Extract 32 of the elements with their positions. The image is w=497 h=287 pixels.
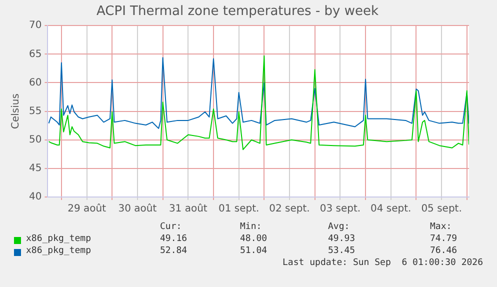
text: 76.46 <box>430 246 458 256</box>
y-tick-label: 50 <box>28 134 42 146</box>
x-tick-label: 02 sept. <box>269 204 310 215</box>
x-tick-label: 30 août <box>118 204 157 215</box>
text: Cur: <box>160 222 182 232</box>
text: Max: <box>430 222 452 232</box>
x-tick-label: 31 août <box>168 204 208 215</box>
x-tick-label: 01 sept. <box>218 204 260 215</box>
x-tick-label: 29 août <box>68 204 106 215</box>
y-tick-label: 70 <box>28 20 42 32</box>
text: 51.04 <box>240 246 268 256</box>
text: 52.84 <box>160 246 188 256</box>
y-tick-label: 55 <box>28 106 42 117</box>
text: 48.00 <box>240 234 268 244</box>
x-tick-label: 03 sept. <box>320 204 361 215</box>
y-tick-label: 60 <box>28 77 42 88</box>
legend-label: x86_pkg_temp <box>26 246 92 256</box>
text: Avg: <box>328 222 350 232</box>
y-tick-label: 40 <box>28 192 42 203</box>
x-tick-label: 04 sept. <box>370 204 412 215</box>
text: 49.93 <box>328 234 356 244</box>
legend-label: x86_pkg_temp <box>26 234 92 244</box>
text: 74.79 <box>430 234 458 244</box>
text: 49.16 <box>160 234 188 244</box>
chart-title: ACPI Thermal zone temperatures - by week <box>96 4 379 20</box>
y-tick-label: 45 <box>28 163 42 174</box>
text: 53.45 <box>328 246 356 256</box>
x-tick-label: 05 sept. <box>421 204 462 215</box>
text: Last update: Sun Sep 6 01:00:30 2026 <box>282 258 483 268</box>
text: Min: <box>240 222 262 232</box>
y-axis-title: Celsius <box>10 94 22 130</box>
y-tick-label: 65 <box>28 48 42 60</box>
